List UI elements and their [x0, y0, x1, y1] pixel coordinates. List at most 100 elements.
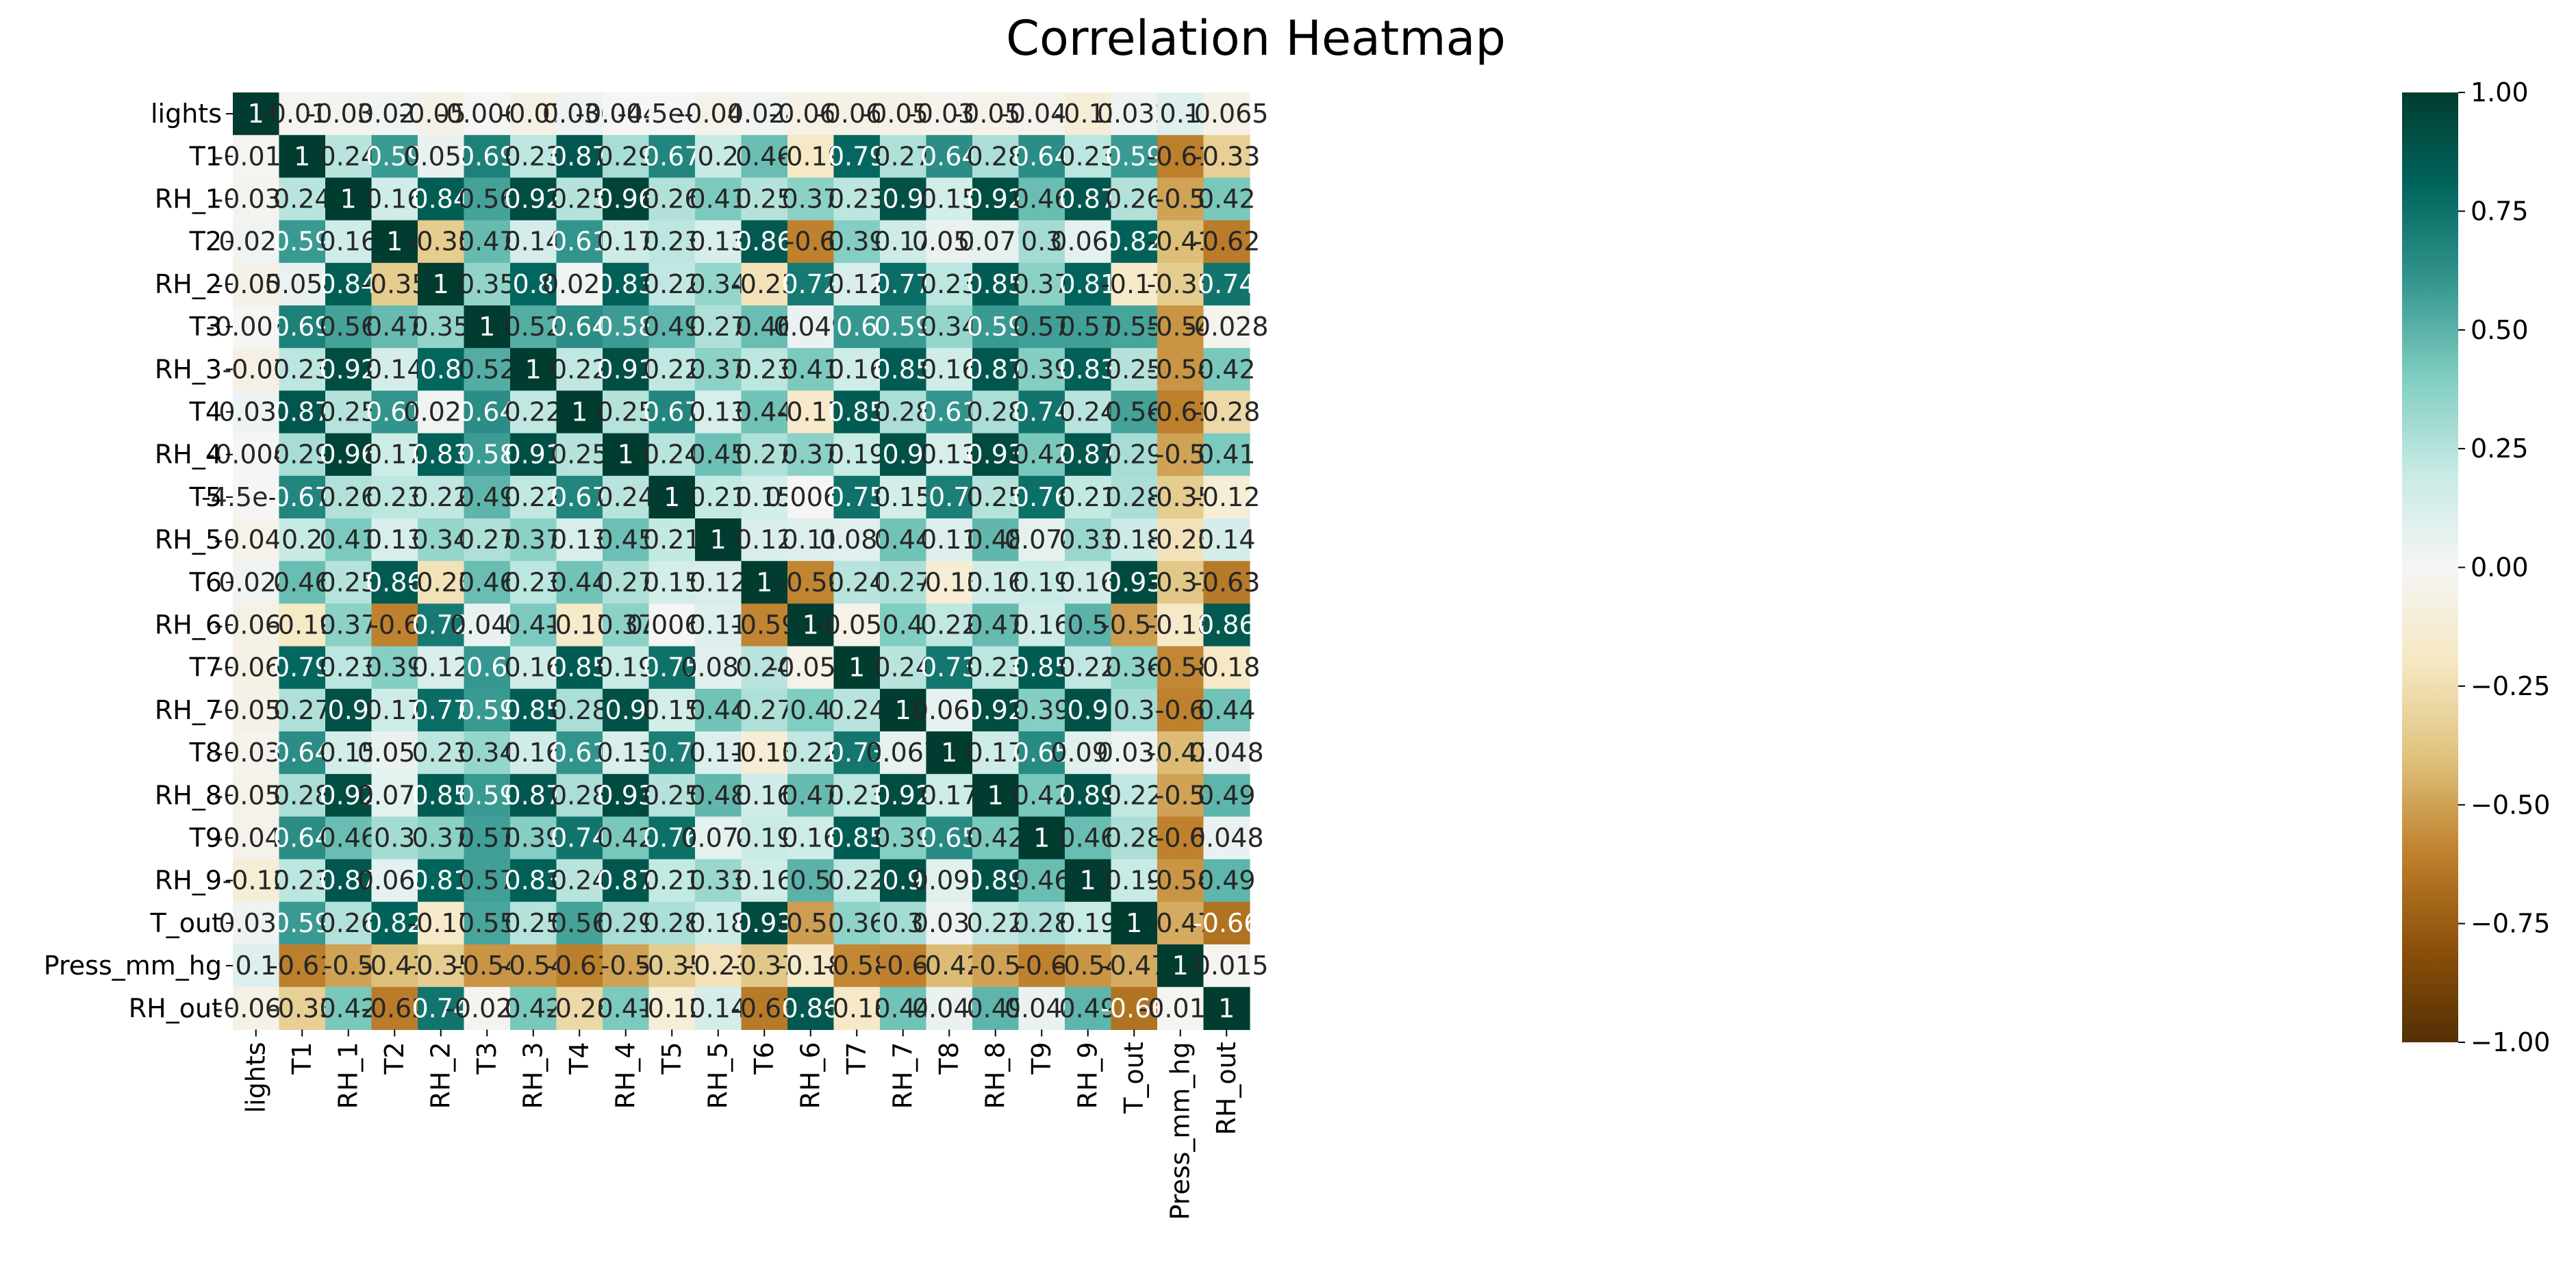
- heatmap-cell-T9-RH_9: [1065, 816, 1112, 860]
- cell-value-label: 1: [710, 525, 727, 555]
- cell-value-label: 0.16: [504, 738, 562, 768]
- cell-value-label: 0.22: [643, 269, 701, 299]
- cell-value-label: 0.87: [1059, 184, 1117, 214]
- heatmap-cell-RH_3-RH_9: [1065, 348, 1112, 391]
- cell-value-label: 0.84: [319, 269, 377, 299]
- heatmap-cell-RH_7-T2: [371, 688, 418, 732]
- heatmap-cell-T5-T7: [833, 475, 881, 519]
- cell-value-label: 0.64: [551, 312, 609, 342]
- cell-value-label: 0.42: [1013, 780, 1071, 810]
- heatmap-cell-Press_mm_hg-RH_6: [787, 944, 835, 988]
- cell-value-label: 0.22: [920, 610, 978, 640]
- heatmap-cell-lights-T2: [371, 92, 418, 136]
- heatmap-cell-RH_2-T8: [926, 262, 973, 306]
- cell-value-label: 0.25: [735, 184, 794, 214]
- heatmap-cell-T3-RH_6: [787, 305, 835, 349]
- heatmap-cell-RH_4-RH_8: [972, 433, 1020, 477]
- heatmap-cell-RH_5-Press_mm_hg: [1157, 518, 1204, 562]
- heatmap-cell-T4-RH_7: [880, 390, 927, 434]
- colorbar-gradient: [2402, 92, 2458, 1042]
- heatmap-cell-RH_7-T5: [648, 688, 696, 732]
- heatmap-cell-RH_1-T1: [279, 177, 326, 221]
- cell-value-label: 0.67: [273, 482, 331, 512]
- heatmap-cell-RH_4-T5: [648, 433, 696, 477]
- heatmap-cell-RH_8-T6: [741, 774, 788, 817]
- heatmap-cell-Press_mm_hg-T6: [741, 944, 788, 988]
- colorbar-tick-label: 0.75: [2471, 196, 2529, 226]
- heatmap-cell-RH_4-lights: [233, 433, 280, 477]
- cell-value-label: 0.57: [1013, 312, 1071, 342]
- heatmap-cell-T5-T1: [279, 475, 326, 519]
- heatmap-cell-T3-RH_7: [880, 305, 927, 349]
- cell-value-label: 0.22: [412, 482, 470, 512]
- heatmap-cell-RH_9-T4: [556, 859, 603, 903]
- cell-value-label: 0.25: [643, 780, 701, 810]
- cell-value-label: 0.28: [551, 695, 609, 725]
- cell-value-label: -0.61: [268, 951, 336, 981]
- colorbar-tick-label: 0.50: [2471, 315, 2529, 345]
- heatmap-cell-T1-T4: [556, 135, 603, 178]
- heatmap-cell-RH_9-T3: [464, 859, 511, 903]
- cell-value-label: 0.42: [1198, 354, 1256, 384]
- heatmap-cell-T1-T1: [279, 135, 326, 178]
- cell-value-label: 0.83: [504, 866, 562, 896]
- cell-value-label: -0.35: [1147, 482, 1214, 512]
- cell-value-label: 0.41: [1198, 440, 1256, 470]
- heatmap-cell-Press_mm_hg-lights: [233, 944, 280, 988]
- y-tick-label-RH_6: RH_6: [155, 610, 222, 640]
- heatmap-cell-RH_out-RH_3: [510, 987, 557, 1030]
- heatmap-cell-RH_8-T8: [926, 774, 973, 817]
- heatmap-cell-T8-RH_6: [787, 731, 835, 775]
- heatmap-cell-RH_7-RH_2: [418, 688, 465, 732]
- heatmap-cell-T9-RH_out: [1203, 816, 1250, 860]
- cell-value-label: -0.54: [453, 951, 520, 981]
- cell-value-label: 0.21: [1059, 482, 1117, 512]
- heatmap-cell-lights-RH_8: [972, 92, 1020, 136]
- heatmap-cell-RH_4-T7: [833, 433, 881, 477]
- cell-value-label: 0.3: [1021, 227, 1062, 257]
- heatmap-cell-RH_1-T4: [556, 177, 603, 221]
- cell-value-label: 0.42: [596, 823, 655, 853]
- cell-value-label: 0.37: [689, 354, 747, 384]
- heatmap-cell-RH_9-RH_9: [1065, 859, 1112, 903]
- cell-value-label: 0.22: [1105, 780, 1163, 810]
- heatmap-cell-RH_8-RH_2: [418, 774, 465, 817]
- cell-value-label: 0.2: [698, 141, 739, 171]
- heatmap-cell-RH_1-T_out: [1111, 177, 1158, 221]
- cell-value-label: -0.58: [823, 951, 890, 981]
- cell-value-label: -0.12: [223, 866, 290, 896]
- heatmap-cell-T9-T1: [279, 816, 326, 860]
- heatmap-cell-T9-T_out: [1111, 816, 1158, 860]
- cell-value-label: -0.5: [970, 951, 1021, 981]
- cell-value-label: 0.22: [504, 397, 562, 427]
- cell-value-label: 1: [340, 184, 357, 214]
- cell-value-label: 0.28: [1105, 823, 1163, 853]
- colorbar-tick-label: −0.75: [2471, 909, 2550, 939]
- heatmap-cell-T7-T3: [464, 646, 511, 690]
- heatmap-cell-RH_6-RH_8: [972, 603, 1020, 647]
- cell-value-label: 0.2: [281, 525, 323, 555]
- heatmap-cell-RH_1-T9: [1018, 177, 1065, 221]
- heatmap-cell-T4-T2: [371, 390, 418, 434]
- heatmap-cell-RH_7-RH_3: [510, 688, 557, 732]
- cell-value-label: 0.74: [1198, 269, 1256, 299]
- heatmap-cell-T7-RH_2: [418, 646, 465, 690]
- heatmap-cell-T7-Press_mm_hg: [1157, 646, 1204, 690]
- heatmap-cell-T7-RH_3: [510, 646, 557, 690]
- y-tick-label-RH_5: RH_5: [155, 525, 222, 555]
- cell-value-label: 0.14: [366, 354, 424, 384]
- heatmap-cell-lights-lights: [233, 92, 280, 136]
- heatmap-cell-T6-RH_7: [880, 561, 927, 604]
- heatmap-cell-RH_5-T2: [371, 518, 418, 562]
- heatmap-cell-RH_8-T7: [833, 774, 881, 817]
- y-tick-label-RH_9: RH_9: [155, 866, 222, 896]
- heatmap-cell-T7-T7: [833, 646, 881, 690]
- heatmap-cell-T_out-T5: [648, 901, 696, 945]
- heatmap-cell-RH_3-T5: [648, 348, 696, 391]
- heatmap-cell-RH_3-T9: [1018, 348, 1065, 391]
- cell-value-label: 0.33: [1059, 525, 1117, 555]
- cell-value-label: 0.29: [1105, 440, 1163, 470]
- cell-value-label: 0.91: [504, 440, 562, 470]
- heatmap-cell-RH_9-lights: [233, 859, 280, 903]
